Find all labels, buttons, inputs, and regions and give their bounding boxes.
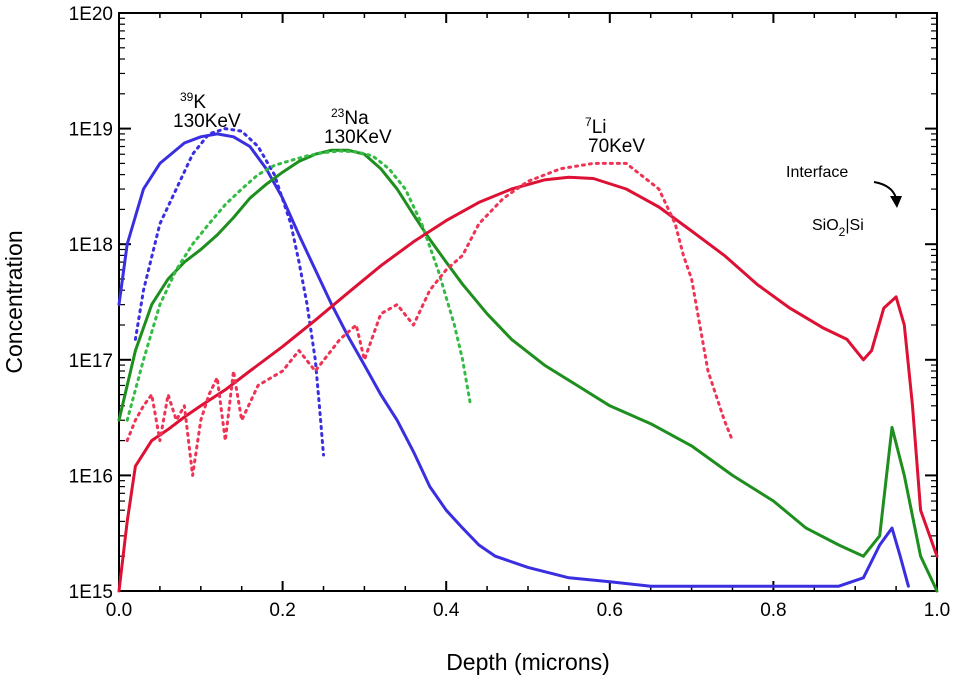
y-tick-label: 1E17 (69, 351, 113, 372)
annotation-sio2-si: SiO2|Si (812, 217, 864, 239)
x-tick-label: 0.6 (597, 600, 623, 621)
x-axis-title: Depth (microns) (446, 649, 610, 675)
y-axis-title: Concentration (1, 230, 27, 373)
annotation-k: 39K (180, 90, 206, 113)
series-line-5 (125, 161, 734, 477)
annotation-na-energy: 130KeV (324, 127, 392, 148)
y-tick-label: 1E20 (69, 4, 113, 25)
x-tick-label: 0.2 (269, 600, 295, 621)
interface-arrowhead-icon (890, 196, 902, 208)
series-line-3 (125, 149, 473, 422)
x-tick-label: 1.0 (924, 600, 950, 621)
x-tick-label: 0.0 (106, 600, 132, 621)
annotation-li-energy: 70KeV (588, 136, 645, 157)
plot-frame (118, 12, 938, 592)
series-line-0 (117, 132, 910, 588)
y-tick-label: 1E19 (69, 120, 113, 141)
series-layer (117, 127, 939, 593)
annotation-na: 23Na (331, 106, 369, 129)
annotation-k-energy: 130KeV (173, 111, 241, 132)
interface-arrow (873, 181, 897, 199)
x-axis-ticks: 0.0 0.2 0.4 0.6 0.8 1.0 (106, 13, 950, 621)
y-tick-label: 1E15 (69, 582, 113, 603)
x-tick-label: 0.8 (760, 600, 786, 621)
y-tick-label: 1E16 (69, 466, 113, 487)
series-line-1 (133, 127, 325, 457)
y-axis-ticks: 1E15 1E16 1E17 1E18 1E19 1E20 (69, 4, 937, 603)
series-line-4 (117, 175, 939, 593)
annotation-interface: Interface (786, 164, 848, 181)
x-tick-label: 0.4 (433, 600, 460, 621)
annotation-li: 7Li (585, 115, 606, 138)
y-tick-label: 1E18 (69, 235, 113, 256)
